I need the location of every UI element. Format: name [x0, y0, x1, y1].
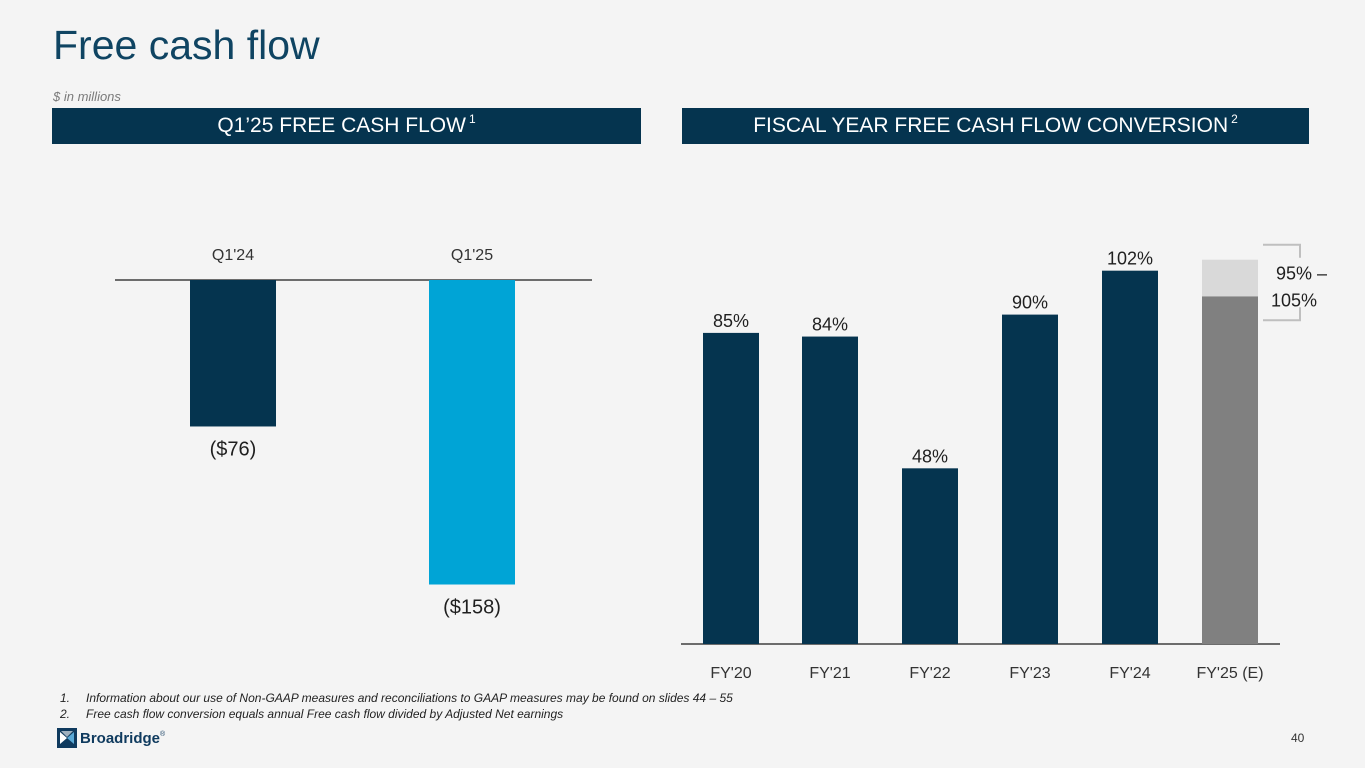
data-label: 85% [713, 311, 749, 331]
footnote-text: Free cash flow conversion equals annual … [86, 707, 564, 721]
category-tick-label: FY'20 [710, 665, 751, 682]
footnote-number: 1. [60, 691, 71, 705]
data-label: ($158) [443, 597, 501, 619]
footnote-number: 2. [60, 707, 71, 721]
units-note: $ in millions [53, 89, 121, 104]
logo-trademark: ® [160, 730, 166, 738]
broadridge-logo-icon [57, 728, 77, 748]
bar-fy23 [1002, 314, 1058, 644]
banner-fcf-conversion: FISCAL YEAR FREE CASH FLOW CONVERSION 2 [682, 108, 1309, 144]
banner-left-label: Q1’25 FREE CASH FLOW [217, 114, 466, 137]
logo-text: Broadridge [80, 729, 161, 747]
data-label: 84% [812, 315, 848, 335]
footnote-2: 2. Free cash flow conversion equals annu… [60, 706, 733, 722]
footnote-text: Information about our use of Non-GAAP me… [86, 691, 733, 705]
bar-q124 [190, 280, 276, 427]
estimate-range-bar [1202, 259, 1258, 297]
bar-fy25e [1202, 296, 1258, 644]
banner-right-label: FISCAL YEAR FREE CASH FLOW CONVERSION [753, 114, 1229, 137]
category-tick-label: FY'24 [1109, 665, 1150, 682]
banner-left-footnote-ref: 1 [468, 112, 476, 126]
footnotes: 1. Information about our use of Non-GAAP… [60, 690, 733, 722]
category-tick-label: FY'25 (E) [1196, 665, 1263, 682]
broadridge-logo: Broadridge ® [57, 727, 165, 749]
range-label: 95% – [1276, 264, 1327, 284]
bar-fy22 [902, 468, 958, 644]
bar-fy24 [1102, 270, 1158, 644]
range-label: 105% [1271, 291, 1317, 311]
category-tick-label: FY'23 [1009, 665, 1050, 682]
bar-q125 [429, 280, 515, 585]
range-bracket [1263, 243, 1301, 322]
bar-fy20 [703, 332, 759, 644]
category-tick-label: Q1'25 [451, 247, 493, 264]
data-label: 102% [1107, 249, 1153, 269]
bar-fy21 [802, 336, 858, 644]
data-label: 48% [912, 446, 948, 466]
footnote-1: 1. Information about our use of Non-GAAP… [60, 690, 733, 706]
category-tick-label: Q1'24 [212, 247, 254, 264]
category-tick-label: FY'22 [909, 665, 950, 682]
page-number: 40 [1291, 731, 1305, 745]
data-label: 90% [1012, 293, 1048, 313]
data-label: ($76) [210, 438, 257, 460]
page-title: Free cash flow [53, 22, 320, 68]
banner-right-footnote-ref: 2 [1231, 112, 1238, 126]
category-tick-label: FY'21 [809, 665, 850, 682]
banner-q1-free-cash-flow: Q1’25 FREE CASH FLOW 1 [52, 108, 641, 144]
